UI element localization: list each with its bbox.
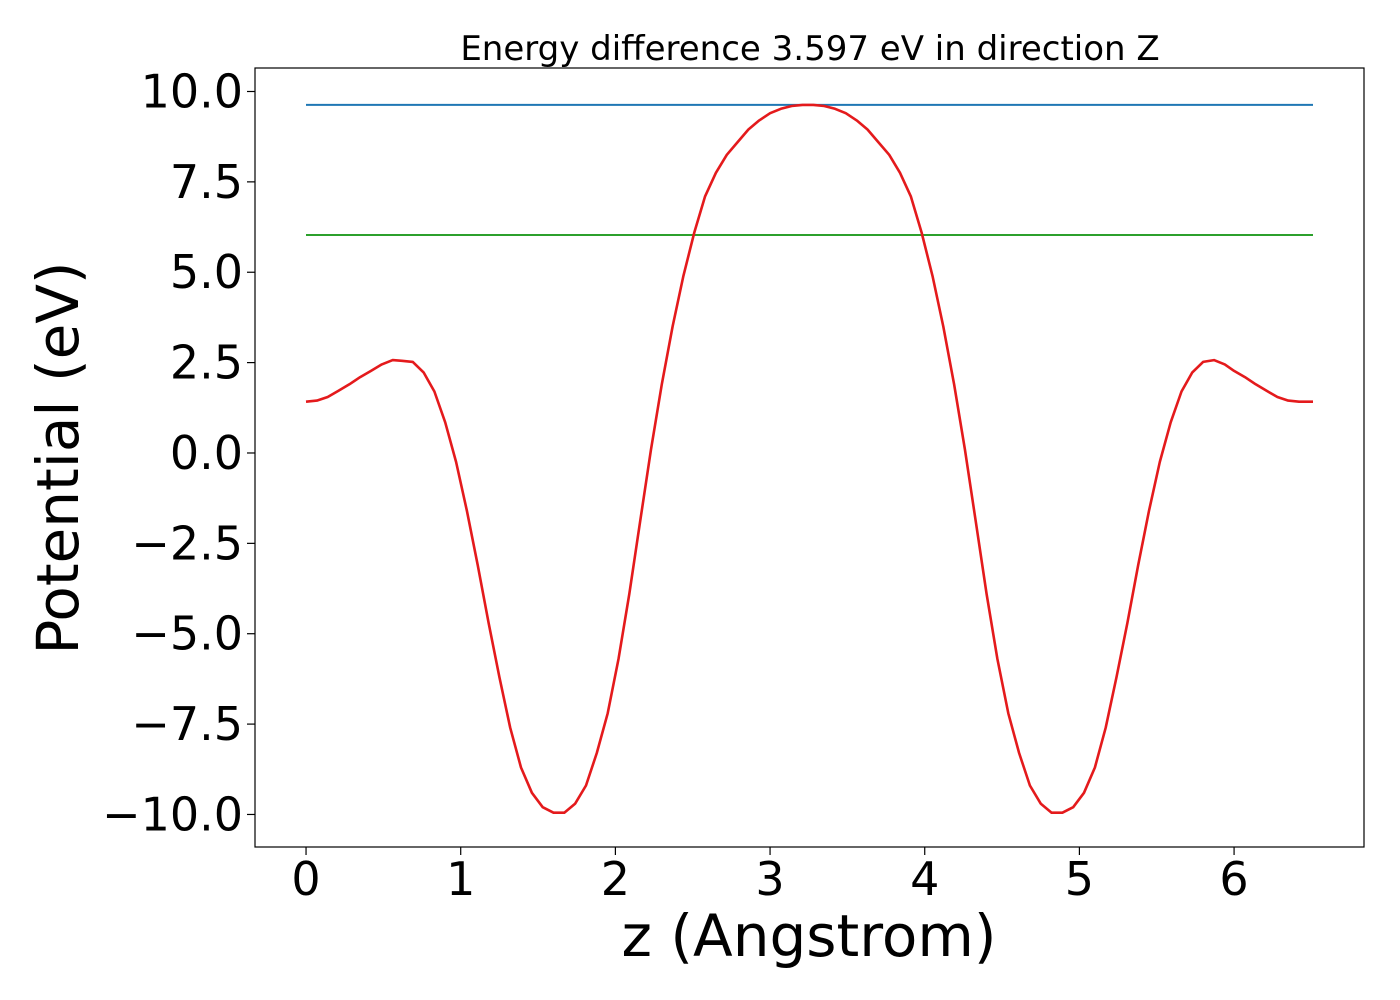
y-tick-label: 10.0	[141, 64, 243, 118]
x-tick-label: 6	[1219, 852, 1248, 906]
x-tick-label: 4	[910, 852, 939, 906]
series-line-3	[305, 103, 1313, 815]
x-tick-label: 3	[755, 852, 784, 906]
y-tick-label: 0.0	[170, 426, 243, 480]
y-tick-label: −2.5	[131, 516, 243, 570]
x-tick-label: 2	[601, 852, 630, 906]
y-tick-label: −5.0	[131, 607, 243, 661]
y-axis-label: Potential (eV)	[24, 261, 92, 654]
x-tick-label: 5	[1065, 852, 1094, 906]
y-axis: 10.0 7.5 5.0 2.5 0.0 −2.5 −5.0 −7.5 −10.0	[102, 64, 255, 841]
plot-frame	[254, 67, 1365, 848]
chart-title: Energy difference 3.597 eV in direction …	[460, 29, 1159, 69]
plot-area	[305, 103, 1313, 815]
x-axis-label: z (Angstrom)	[622, 902, 997, 970]
y-tick-label: 7.5	[170, 155, 243, 209]
y-tick-label: 2.5	[170, 336, 243, 390]
y-tick-label: −7.5	[131, 697, 243, 751]
x-axis: 0 1 2 3 4 5 6	[291, 847, 1249, 906]
x-tick-label: 0	[291, 852, 320, 906]
y-tick-label: 5.0	[170, 245, 243, 299]
x-tick-label: 1	[446, 852, 475, 906]
y-tick-label: −10.0	[102, 787, 243, 841]
